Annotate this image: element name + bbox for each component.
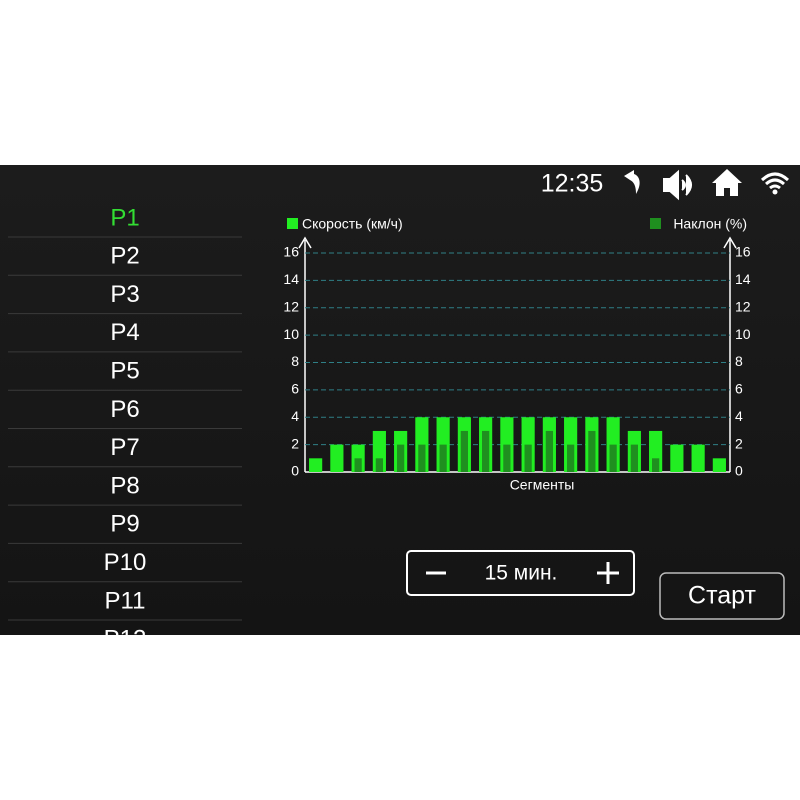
legend-label: Наклон (%) <box>673 216 747 232</box>
chart: Сегменты 02468101214160246810121416Скоро… <box>283 216 750 493</box>
incline-bar <box>545 430 553 472</box>
increase-button[interactable] <box>597 562 619 584</box>
y2-axis-arrow <box>723 236 737 249</box>
y-tick-label: 16 <box>283 244 299 260</box>
speed-bar <box>712 458 726 472</box>
y2-tick-label: 6 <box>735 381 743 397</box>
y2-tick-label: 2 <box>735 435 743 451</box>
program-item[interactable]: P10 <box>104 549 147 576</box>
speed-bar <box>309 458 323 472</box>
legend-label: Скорость (км/ч) <box>302 216 403 232</box>
program-item[interactable]: P8 <box>110 472 139 499</box>
program-item[interactable]: P6 <box>110 396 139 423</box>
incline-bar <box>652 458 660 472</box>
speed-bar <box>670 444 684 472</box>
home-icon[interactable] <box>712 169 742 196</box>
y2-tick-label: 10 <box>735 326 751 342</box>
clock: 12:35 <box>541 170 604 198</box>
duration-label: 15 мин. <box>485 562 558 585</box>
y-tick-label: 8 <box>291 353 299 369</box>
program-item[interactable]: P4 <box>110 319 139 346</box>
legend-swatch <box>287 218 298 229</box>
back-icon[interactable] <box>624 170 640 194</box>
incline-bar <box>397 444 405 472</box>
y-tick-label: 12 <box>283 298 299 314</box>
y-axis-arrow <box>298 236 312 249</box>
y2-tick-label: 4 <box>735 408 743 424</box>
incline-bar <box>567 444 575 472</box>
duration-box <box>406 550 635 596</box>
y2-tick-label: 16 <box>735 244 751 260</box>
program-item[interactable]: P5 <box>110 358 139 385</box>
y-tick-label: 4 <box>291 408 299 424</box>
incline-bar <box>354 458 362 472</box>
start-button-label[interactable]: Старт <box>688 582 756 610</box>
legend-swatch <box>650 218 661 229</box>
volume-icon[interactable] <box>663 169 692 201</box>
y-tick-label: 14 <box>283 271 299 287</box>
speed-bar <box>691 444 705 472</box>
screen-background <box>0 165 800 635</box>
program-item[interactable]: P2 <box>110 243 139 270</box>
incline-bar <box>375 458 383 472</box>
program-item[interactable]: P9 <box>110 511 139 538</box>
y2-tick-label: 0 <box>735 463 743 479</box>
y2-tick-label: 8 <box>735 353 743 369</box>
program-item[interactable]: P12 <box>104 626 147 653</box>
incline-bar <box>418 444 426 472</box>
speed-bar <box>330 444 344 472</box>
incline-bar <box>482 430 490 472</box>
wifi-dot <box>772 189 778 195</box>
y2-tick-label: 12 <box>735 298 751 314</box>
y-tick-label: 0 <box>291 463 299 479</box>
y-tick-label: 6 <box>291 381 299 397</box>
incline-bar <box>609 444 617 472</box>
y-tick-label: 10 <box>283 326 299 342</box>
program-item[interactable]: P7 <box>110 434 139 461</box>
program-item[interactable]: P1 <box>110 204 139 231</box>
incline-bar <box>503 444 511 472</box>
incline-bar <box>460 430 468 472</box>
incline-bar <box>630 444 638 472</box>
program-item[interactable]: P3 <box>110 281 139 308</box>
start-button[interactable] <box>659 572 785 620</box>
incline-bar <box>588 430 596 472</box>
wifi-icon <box>760 172 790 190</box>
incline-bar <box>439 444 447 472</box>
x-axis-label: Сегменты <box>510 477 575 493</box>
y-tick-label: 2 <box>291 435 299 451</box>
y2-tick-label: 14 <box>735 271 751 287</box>
incline-bar <box>524 444 532 472</box>
program-list: P1 P2 P3 P4 P5 P6 P7 P8 P9 P10 P11 P12 <box>8 204 242 653</box>
program-item[interactable]: P11 <box>105 587 146 614</box>
